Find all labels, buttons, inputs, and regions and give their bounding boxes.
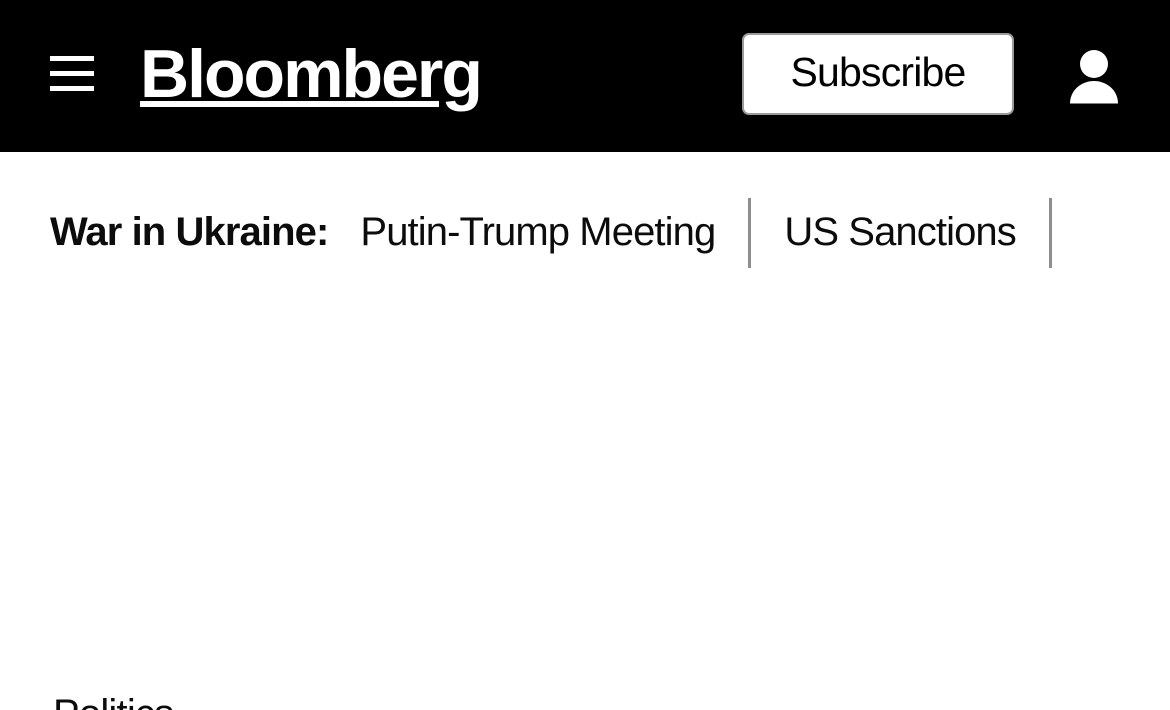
person-account-icon[interactable]	[1066, 48, 1122, 106]
topic-nav-separator	[748, 198, 752, 268]
article-category-eyebrow[interactable]: Politics	[53, 690, 174, 710]
topic-nav-separator-end	[1048, 198, 1052, 268]
hamburger-bar-top	[50, 56, 94, 61]
subscribe-button[interactable]: Subscribe	[742, 33, 1014, 115]
hamburger-bar-middle	[50, 71, 94, 76]
site-masthead: Bloomberg Subscribe	[0, 0, 1170, 152]
hamburger-bar-bottom	[50, 86, 94, 91]
topic-nav-bar: War in Ukraine: Putin-Trump Meeting US S…	[0, 152, 1170, 314]
topic-nav-link-putin-trump-meeting[interactable]: Putin-Trump Meeting	[360, 210, 716, 254]
person-account-icon-glyph	[1070, 50, 1118, 104]
topic-nav-link-us-sanctions[interactable]: US Sanctions	[784, 210, 1016, 254]
hamburger-menu-icon[interactable]	[50, 56, 94, 96]
topic-nav-items: War in Ukraine: Putin-Trump Meeting US S…	[50, 152, 1085, 314]
topic-nav-kicker: War in Ukraine:	[50, 210, 329, 254]
bloomberg-logo[interactable]: Bloomberg	[140, 36, 483, 112]
